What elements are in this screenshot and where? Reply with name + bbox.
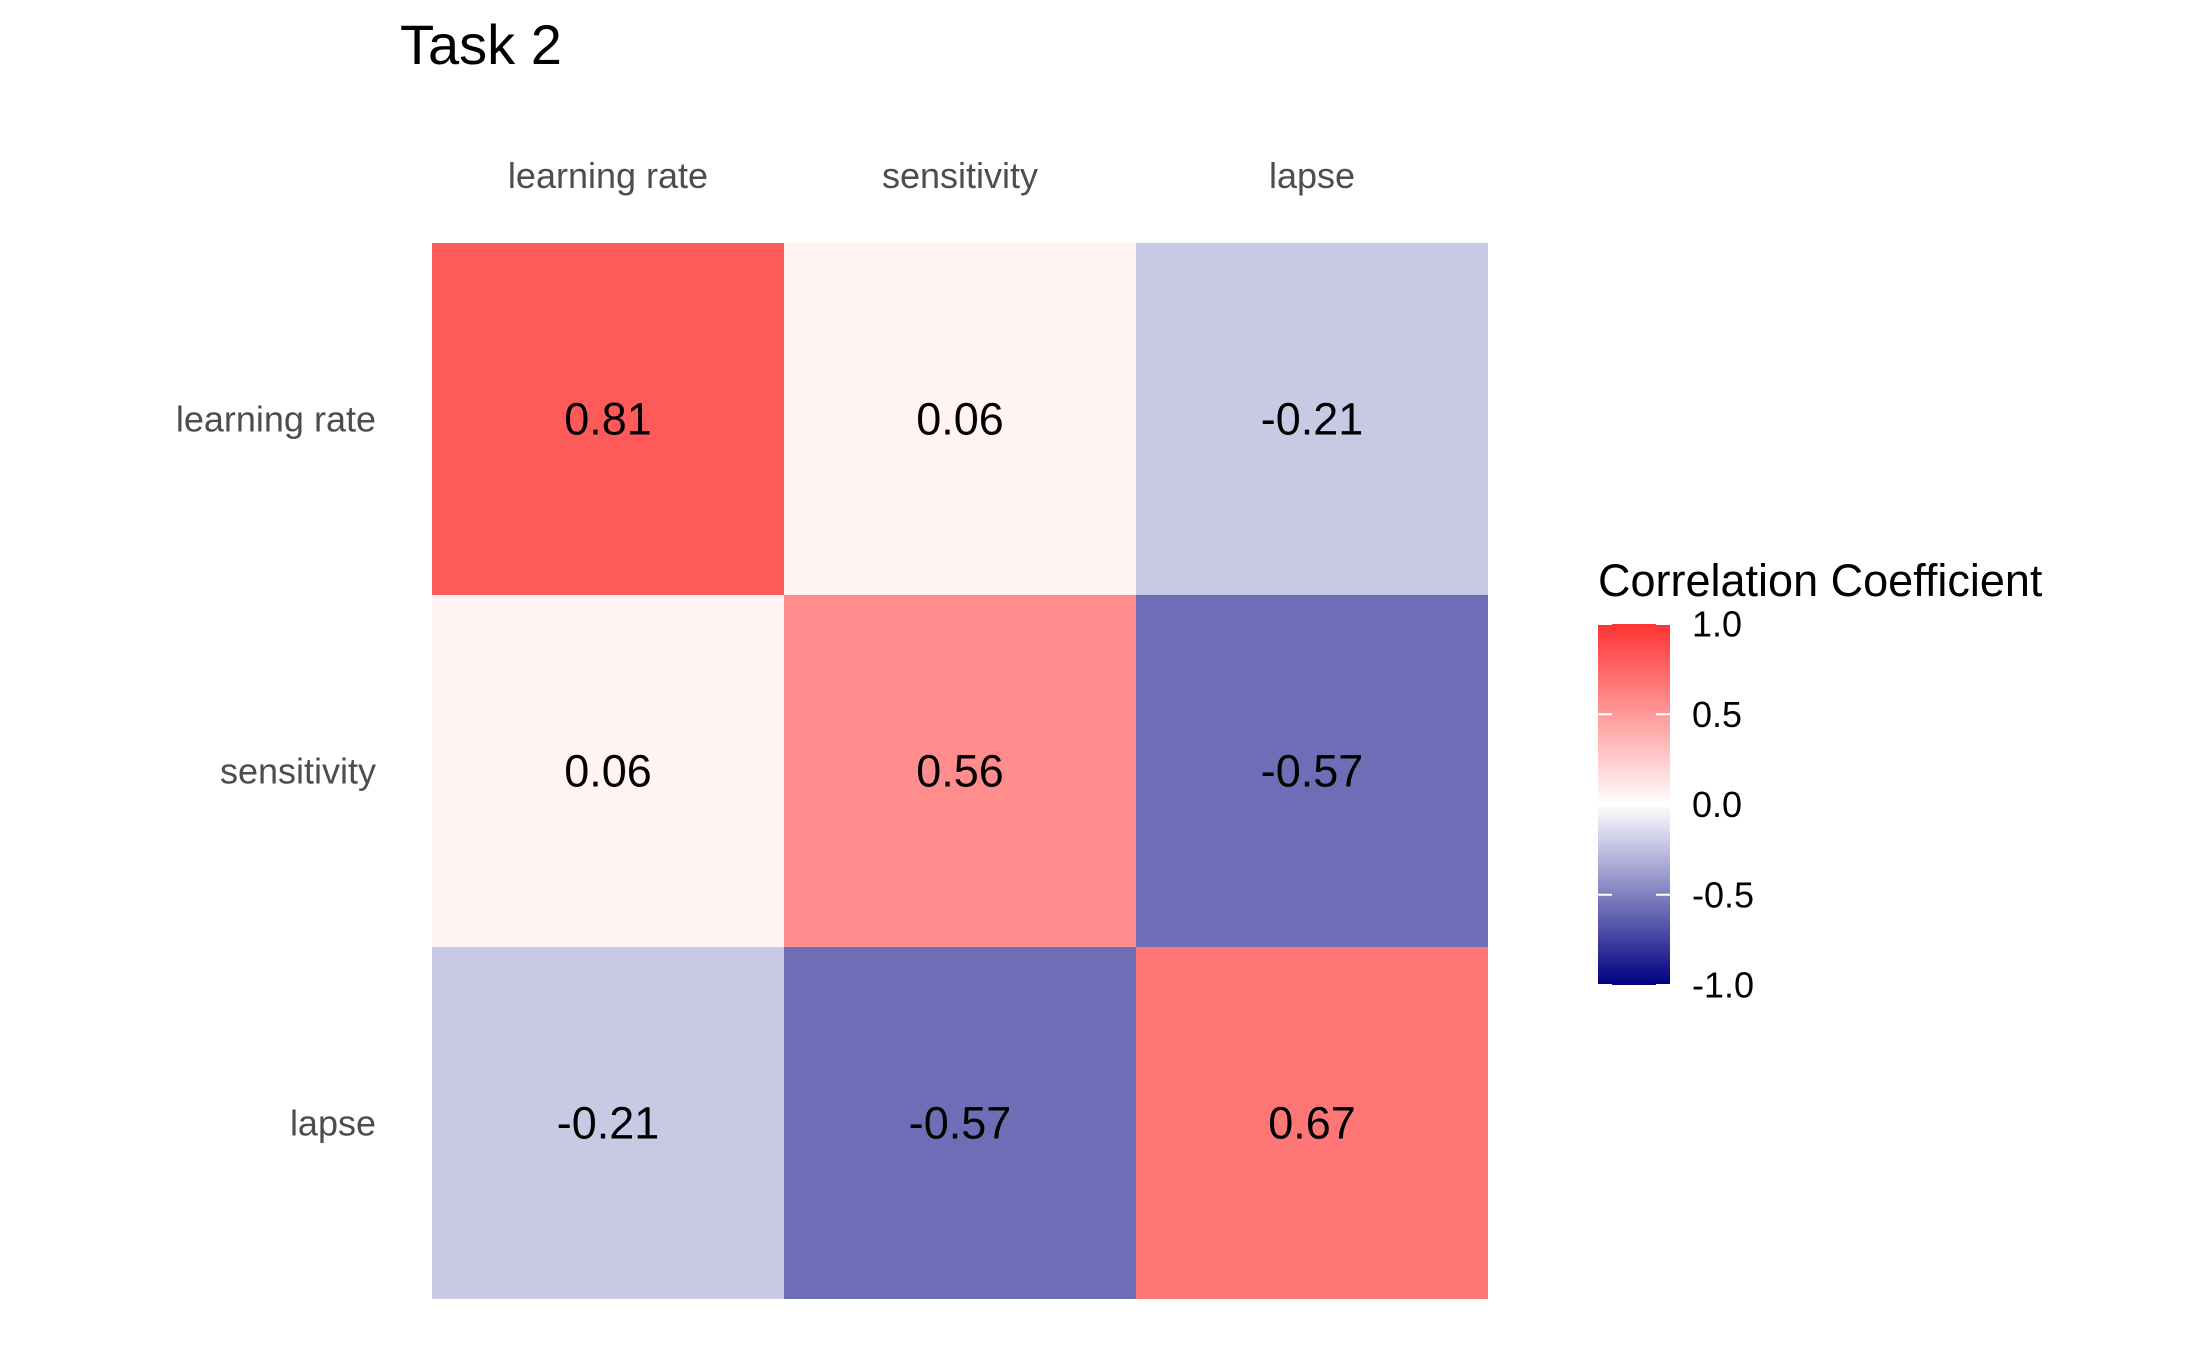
y-axis-tick-labels: learning rate sensitivity lapse <box>176 399 376 1144</box>
cell-label-learning-rate-sensitivity: 0.06 <box>916 394 1004 445</box>
heatmap-cell-learning-rate-learning-rate <box>432 243 784 595</box>
heatmap-cell-sensitivity-lapse <box>1136 595 1488 947</box>
heatmap-cell-sensitivity-sensitivity <box>784 595 1136 947</box>
legend-label-0-5: -0.5 <box>1692 874 1754 915</box>
cell-label-learning-rate-learning-rate: 0.81 <box>564 394 652 445</box>
x-tick-label-sensitivity: sensitivity <box>882 155 1038 196</box>
y-tick-label-lapse: lapse <box>290 1103 376 1144</box>
x-tick-label-learning-rate: learning rate <box>508 155 708 196</box>
cell-label-learning-rate-lapse: -0.21 <box>1261 394 1364 445</box>
cell-label-lapse-learning-rate: -0.21 <box>557 1098 660 1149</box>
chart-title: Task 2 <box>400 13 562 76</box>
y-tick-label-learning-rate: learning rate <box>176 399 376 440</box>
legend-label-0-5: 0.5 <box>1692 694 1742 735</box>
heatmap-cell-labels: 0.81 0.06 -0.21 0.06 0.56 -0.57 -0.21 -0.57 0.67 <box>557 394 1364 1149</box>
legend-label-0-0: 0.0 <box>1692 784 1742 825</box>
cell-label-lapse-sensitivity: -0.57 <box>909 1098 1012 1149</box>
heatmap-cell-lapse-learning-rate <box>432 947 784 1299</box>
cell-label-sensitivity-learning-rate: 0.06 <box>564 746 652 797</box>
heatmap-cell-learning-rate-sensitivity <box>784 243 1136 595</box>
color-legend: Correlation Coefficient 1.0 0.5 0.0 -0.5 -1.… <box>1598 555 2043 1006</box>
heatmap-cells <box>432 243 1488 1299</box>
legend-title: Correlation Coefficient <box>1598 555 2043 606</box>
heatmap-cell-lapse-sensitivity <box>784 947 1136 1299</box>
heatmap-cell-learning-rate-lapse <box>1136 243 1488 595</box>
legend-ticks: 1.0 0.5 0.0 -0.5 -1.0 <box>1598 604 1754 1006</box>
heatmap-cell-sensitivity-learning-rate <box>432 595 784 947</box>
legend-label-1-0: 1.0 <box>1692 604 1742 645</box>
heatmap-cell-lapse-lapse <box>1136 947 1488 1299</box>
legend-label-1-0: -1.0 <box>1692 965 1754 1006</box>
cell-label-sensitivity-lapse: -0.57 <box>1261 746 1364 797</box>
x-axis-tick-labels: learning rate sensitivity lapse <box>508 155 1355 196</box>
x-tick-label-lapse: lapse <box>1269 155 1355 196</box>
cell-label-lapse-lapse: 0.67 <box>1268 1098 1356 1149</box>
cell-label-sensitivity-sensitivity: 0.56 <box>916 746 1004 797</box>
y-tick-label-sensitivity: sensitivity <box>220 751 376 792</box>
